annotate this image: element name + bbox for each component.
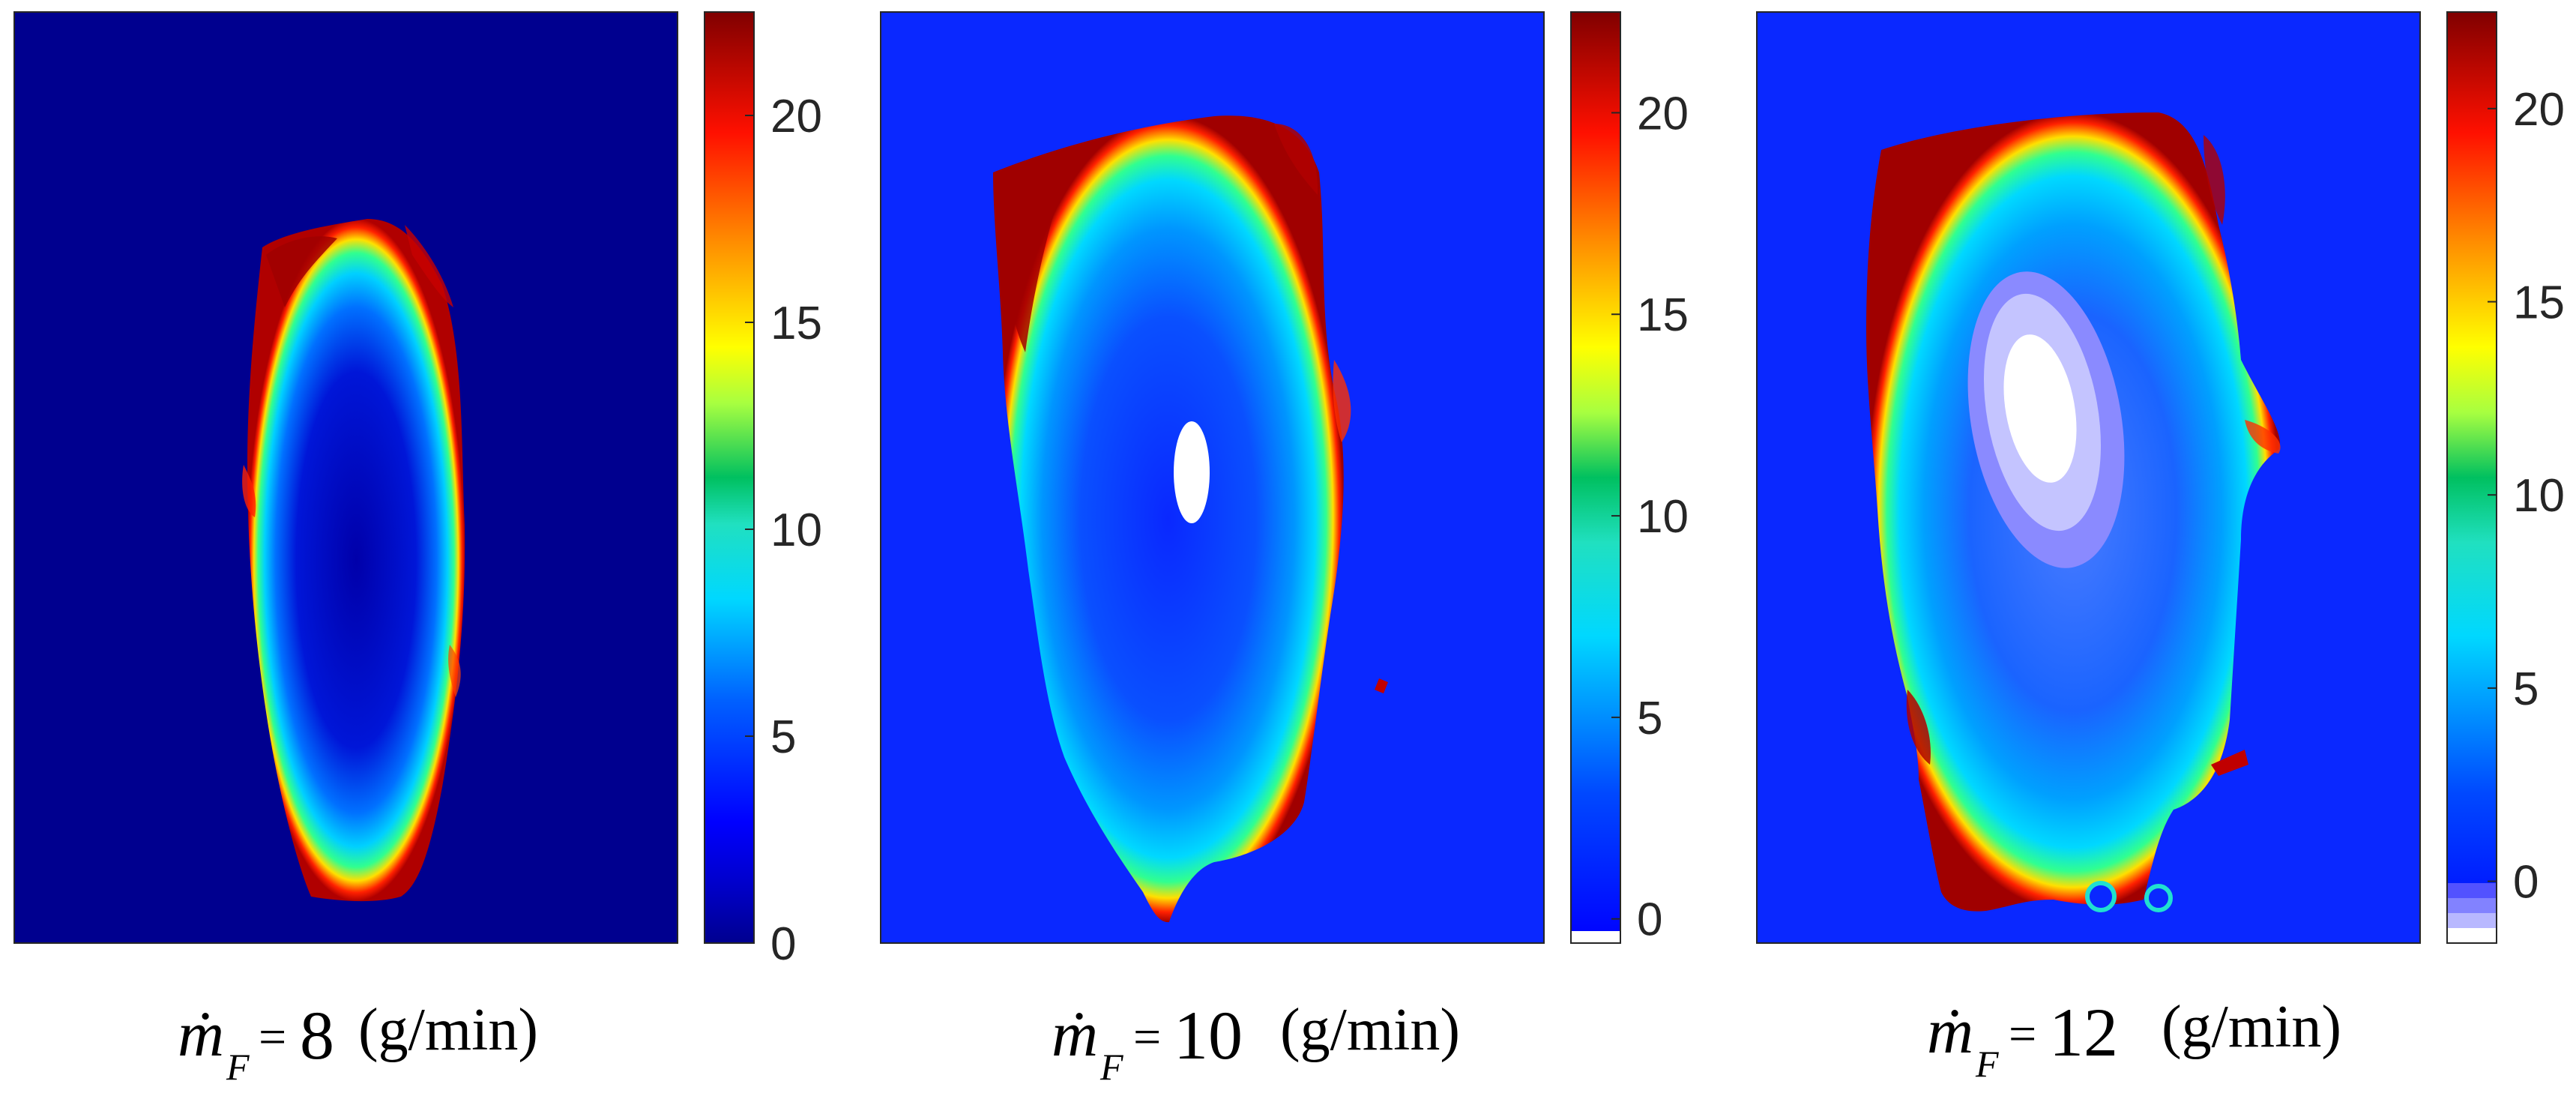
- colorbar-3-low-band-4: [2448, 928, 2496, 942]
- caption-2-value: 10: [1174, 997, 1243, 1074]
- caption-3-symbol: ṁ: [1927, 995, 1973, 1067]
- heatmap-1-plume: [242, 219, 465, 902]
- panel-3: 0 5 10 15 20 ṁ F = 12 (g/min): [1756, 11, 2565, 1085]
- heatmap-3-core: [2003, 334, 2077, 483]
- caption-2-symbol: ṁ: [1052, 998, 1098, 1070]
- colorbar-3-low-band-1: [2448, 883, 2496, 898]
- colorbar-1-ticks: 0 5 10 15 20: [745, 91, 822, 970]
- heatmap-2-core: [1174, 421, 1210, 523]
- colorbar-2-tick-label: 10: [1637, 491, 1689, 543]
- heatmap-3-plume: [1866, 112, 2281, 912]
- caption-1: ṁ F = 8 (g/min): [178, 997, 538, 1088]
- colorbar-2-tick-label: 5: [1637, 693, 1662, 744]
- colorbar-3-tick-label: 15: [2513, 277, 2565, 329]
- caption-3-subscript: F: [1975, 1043, 1999, 1085]
- colorbar-3-tick-label: 10: [2513, 470, 2565, 522]
- caption-3-value: 12: [2049, 994, 2118, 1071]
- caption-1-value: 8: [300, 997, 334, 1074]
- caption-1-unit: (g/min): [358, 997, 538, 1063]
- colorbar-3-tick-label: 5: [2513, 663, 2539, 715]
- colorbar-1-tick-label: 5: [770, 711, 796, 763]
- colorbar-3-tick-label: 20: [2513, 84, 2565, 136]
- caption-2-subscript: F: [1100, 1046, 1123, 1088]
- colorbar-2-tick-label: 15: [1637, 289, 1689, 341]
- heatmap-2-plume: [993, 115, 1388, 923]
- caption-3-equals: =: [2009, 1007, 2036, 1062]
- caption-2-equals: =: [1133, 1010, 1161, 1065]
- colorbar-2-tick-label: 20: [1637, 88, 1689, 139]
- colorbar-2-ticks: 0 5 10 15 20: [1611, 88, 1689, 946]
- colorbar-1-tick-label: 0: [770, 918, 796, 970]
- colorbar-2-white-band: [1572, 931, 1620, 942]
- caption-3: ṁ F = 12 (g/min): [1927, 994, 2341, 1085]
- caption-2-unit: (g/min): [1280, 997, 1460, 1063]
- panel-1: 0 5 10 15 20 ṁ F = 8 (g/min): [13, 11, 822, 1088]
- colorbar-3-low-band-3: [2448, 913, 2496, 928]
- colorbar-3-ticks: 0 5 10 15 20: [2488, 84, 2565, 909]
- colorbar-1-tick-label: 20: [770, 91, 822, 142]
- colorbar-3: [2446, 11, 2497, 944]
- colorbar-3-low-band-2: [2448, 898, 2496, 913]
- caption-2: ṁ F = 10 (g/min): [1052, 997, 1460, 1088]
- colorbar-3-tick-label: 0: [2513, 857, 2539, 909]
- caption-1-symbol: ṁ: [178, 998, 224, 1070]
- caption-1-equals: =: [259, 1010, 286, 1065]
- colorbar-1-tick-label: 15: [770, 298, 822, 349]
- colorbar-1-tick-label: 10: [770, 505, 822, 556]
- panel-2: 0 5 10 15 20 ṁ F = 10 (g/min): [880, 11, 1689, 1088]
- caption-3-unit: (g/min): [2162, 994, 2341, 1060]
- colorbar-1: [704, 11, 755, 944]
- colorbar-2-tick-label: 0: [1637, 894, 1662, 946]
- colorbar-2: [1570, 11, 1621, 944]
- caption-1-subscript: F: [226, 1046, 250, 1088]
